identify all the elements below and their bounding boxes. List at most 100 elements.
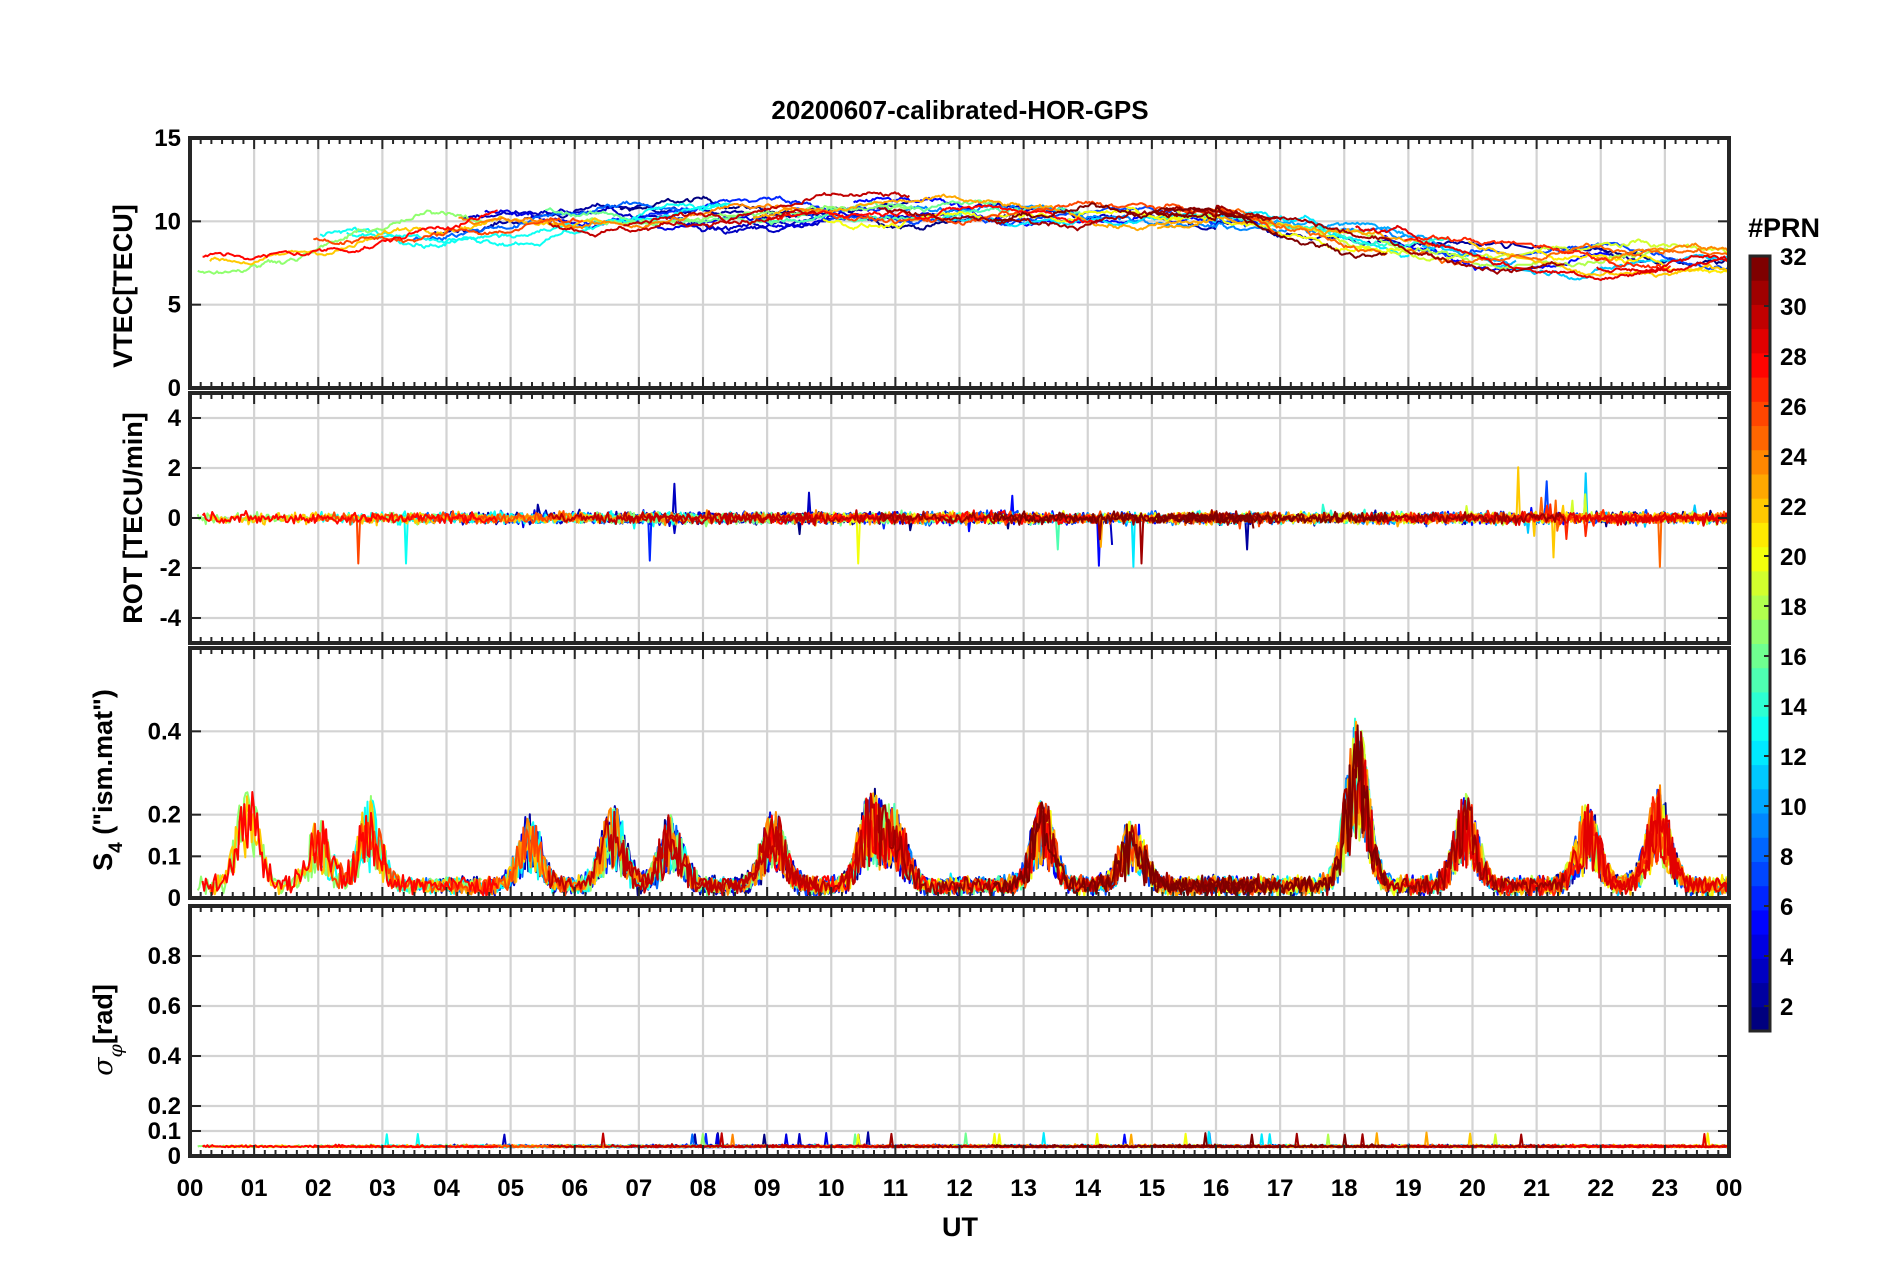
- x-tick-label: 20: [1459, 1175, 1486, 1202]
- s4-traces: [196, 717, 1729, 898]
- s4-y-label-sub: 4: [106, 842, 127, 853]
- y-tick-label: 10: [154, 208, 181, 235]
- prn-trace: [547, 792, 911, 898]
- colorbar-segment: [1750, 812, 1770, 838]
- x-tick-label: 17: [1267, 1175, 1294, 1202]
- x-axis-label: UT: [942, 1212, 978, 1242]
- colorbar-tick-label: 10: [1780, 794, 1807, 821]
- colorbar-tick-label: 2: [1780, 994, 1793, 1021]
- prn-trace: [548, 1132, 910, 1149]
- x-tick-labels: 00 01 02 03 04 05 06 07 08 09 10 11 12 13 14 15 16 17 18 19…: [177, 1175, 1743, 1202]
- colorbar-segment: [1750, 328, 1770, 354]
- prn-trace: [992, 510, 1255, 529]
- colorbar-segment: [1750, 788, 1770, 814]
- prn-trace: [877, 802, 1282, 898]
- colorbar-tick-label: 28: [1780, 344, 1807, 371]
- colorbar-segment: [1750, 594, 1770, 620]
- colorbar-tick-label: 6: [1780, 894, 1793, 921]
- x-tick-label: 09: [754, 1175, 781, 1202]
- sigma-phi-frame: [188, 904, 1731, 1158]
- colorbar-tick-label: 8: [1780, 844, 1793, 871]
- colorbar-label: #PRN: [1748, 213, 1820, 243]
- colorbar-segment: [1750, 860, 1770, 887]
- x-tick-label: 22: [1587, 1175, 1614, 1202]
- y-tick-label: -2: [160, 555, 181, 582]
- panel-sigma-phi: 00.10.2 0.4 0.6 0.8 σφ[rad]: [88, 904, 1731, 1170]
- y-tick-label: 15: [154, 125, 181, 152]
- x-tick-label: 19: [1395, 1175, 1422, 1202]
- y-tick-label: -4: [160, 605, 182, 632]
- colorbar-fill: [1748, 254, 1772, 1033]
- colorbar-segment: [1750, 376, 1770, 402]
- colorbar-segment: [1750, 521, 1770, 548]
- prn-trace: [201, 510, 498, 525]
- y-tick-label: 0.1: [148, 1118, 181, 1145]
- prn-trace: [547, 509, 910, 527]
- colorbar-segment: [1750, 255, 1770, 281]
- colorbar-segment: [1750, 570, 1770, 596]
- prn-trace: [1467, 240, 1729, 278]
- prn-trace: [1596, 254, 1729, 274]
- panel-s4: 0 0.1 0.2 0.4 S4 ("ism.mat"): [88, 646, 1731, 912]
- y-tick-label: 0.2: [148, 1093, 181, 1120]
- x-tick-label: 15: [1139, 1175, 1166, 1202]
- rot-y-tick-labels: -4 -2 0 2 4: [160, 405, 182, 632]
- y-tick-label: 5: [168, 292, 181, 319]
- colorbar-tick-label: 22: [1780, 494, 1807, 521]
- vtec-traces: [197, 191, 1729, 282]
- y-tick-label: 0: [168, 375, 181, 402]
- vtec-y-label: VTEC[TECU]: [108, 204, 138, 368]
- prn-trace: [202, 209, 498, 261]
- x-tick-label: 21: [1523, 1175, 1550, 1202]
- prn-trace: [1151, 724, 1388, 897]
- panel-rot: -4 -2 0 2 4 ROT [TECU/min]: [118, 391, 1731, 645]
- prn-trace: [1156, 213, 1440, 249]
- prn-trace: [1355, 224, 1728, 282]
- colorbar-segment: [1750, 279, 1770, 305]
- colorbar-segment: [1750, 764, 1770, 790]
- colorbar-tick-label: 18: [1780, 594, 1807, 621]
- s4-y-tick-labels: 0 0.1 0.2 0.4: [148, 718, 182, 912]
- x-tick-label: 00: [1716, 1175, 1743, 1202]
- prn-trace: [992, 1132, 1255, 1149]
- prn-trace: [346, 202, 728, 244]
- colorbar-frame: [1748, 254, 1772, 1033]
- prn-trace: [828, 200, 1279, 235]
- prn-trace: [623, 208, 818, 227]
- prn-trace: [201, 1143, 499, 1149]
- colorbar-tick-label: 20: [1780, 544, 1807, 571]
- prn-trace: [201, 791, 499, 898]
- x-tick-label: 12: [946, 1175, 973, 1202]
- y-tick-label: 0.6: [148, 993, 181, 1020]
- prn-trace: [319, 202, 734, 249]
- y-tick-label: 0: [168, 1143, 181, 1170]
- x-tick-label: 23: [1652, 1175, 1679, 1202]
- colorbar-segment: [1750, 303, 1770, 330]
- colorbar-segment: [1750, 400, 1770, 427]
- prn-trace: [1404, 234, 1672, 271]
- colorbar-segment: [1750, 691, 1770, 717]
- colorbar-segment: [1750, 715, 1770, 741]
- prn-trace: [1595, 511, 1729, 527]
- prn-trace: [1151, 206, 1388, 259]
- x-tick-label: 01: [241, 1175, 268, 1202]
- colorbar-segment: [1750, 667, 1770, 693]
- colorbar-segment: [1750, 425, 1770, 451]
- s4-y-label-rest: ("ism.mat"): [88, 689, 118, 842]
- y-tick-label: 0.8: [148, 943, 181, 970]
- colorbar-segment: [1750, 618, 1770, 644]
- prn-trace: [197, 209, 482, 275]
- colorbar-segment: [1750, 909, 1770, 935]
- sigma-phi-y-label: σφ[rad]: [88, 984, 127, 1076]
- colorbar-segment: [1750, 449, 1770, 475]
- y-tick-label: 0.4: [148, 1043, 182, 1070]
- prn-trace: [460, 206, 839, 235]
- colorbar-tick-label: 14: [1780, 694, 1807, 721]
- vtec-frame: [188, 136, 1731, 390]
- colorbar-segment: [1750, 885, 1770, 911]
- x-tick-label: 04: [433, 1175, 460, 1202]
- colorbar-segment: [1750, 352, 1770, 378]
- x-tick-label: 11: [883, 1175, 908, 1202]
- colorbar-tick-label: 30: [1780, 294, 1807, 321]
- colorbar-segment: [1750, 982, 1770, 1008]
